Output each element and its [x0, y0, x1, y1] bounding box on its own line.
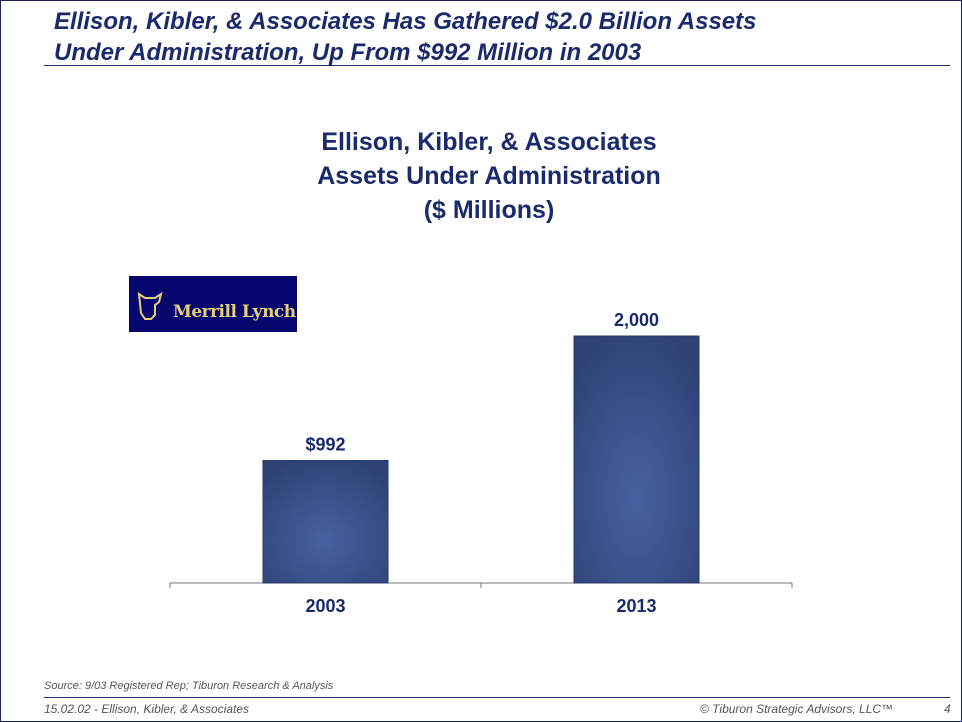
footer-copyright: © Tiburon Strategic Advisors, LLC™ [700, 702, 894, 716]
logo-text: Merrill Lynch [173, 302, 296, 322]
chart-title-line-2: Assets Under Administration [317, 162, 661, 190]
data-label: $992 [305, 434, 345, 454]
title-divider [44, 65, 950, 66]
bar-2003 [262, 459, 389, 584]
chart-title-line-3: ($ Millions) [423, 196, 555, 224]
title-line-2: Under Administration, Up From $992 Milli… [54, 39, 642, 66]
title-line-1: Ellison, Kibler, & Associates Has Gather… [54, 8, 757, 35]
footer-divider [44, 697, 950, 698]
slide-title: Ellison, Kibler, & Associates Has Gather… [54, 6, 934, 68]
page-number: 4 [944, 702, 951, 716]
bull-icon [137, 291, 163, 320]
chart-title: Ellison, Kibler, & Associates Assets Und… [0, 125, 962, 227]
footer-left: 15.02.02 - Ellison, Kibler, & Associates [44, 702, 249, 716]
source-note: Source: 9/03 Registered Rep; Tiburon Res… [44, 680, 334, 692]
x-tick-label: 2003 [305, 596, 345, 616]
merrill-lynch-logo: Merrill Lynch [129, 276, 297, 332]
data-label: 2,000 [614, 310, 659, 330]
chart-title-line-1: Ellison, Kibler, & Associates [321, 128, 657, 156]
bar-2013 [573, 335, 700, 584]
x-tick-label: 2013 [616, 596, 656, 616]
